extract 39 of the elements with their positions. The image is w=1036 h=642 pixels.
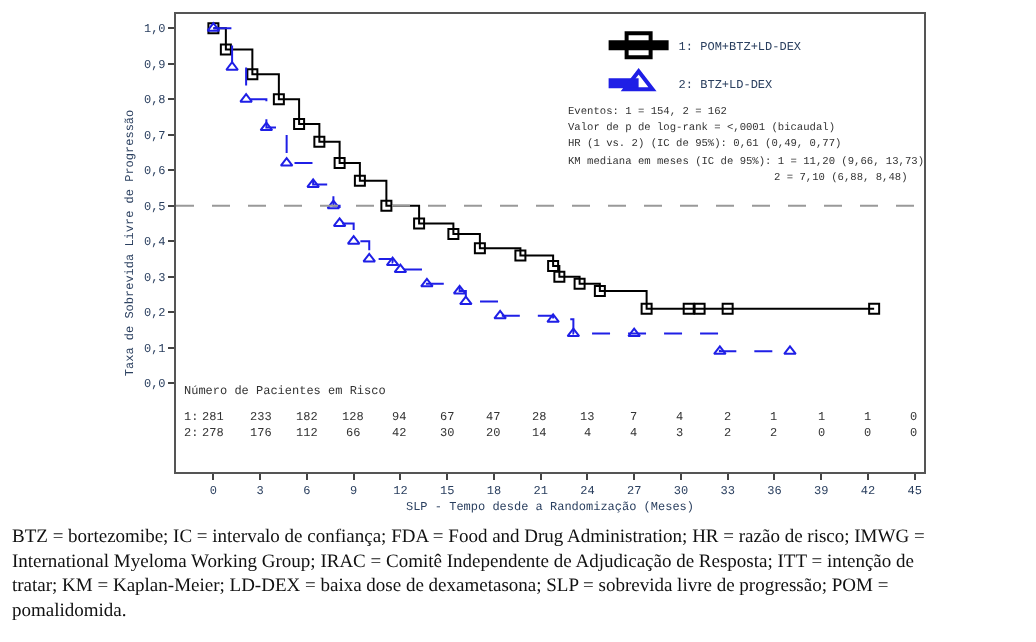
point [473,242,486,255]
point [566,327,581,338]
point [682,302,695,315]
point [306,178,320,188]
point [640,302,653,315]
point [259,121,274,132]
point [493,309,507,320]
text: BTZ = bortezomibe; IC = intervalo de confiança; FDA = Food and Drug Administration; HR = razão de risco; IMWG = International Myeloma Working Group; IRAC = Comitê Independente de Adjudicação de Resposta; ITT = intenção de tratar; KM = Kaplan-Meier; LD-DEX = baixa dose de dexametasona; SLP = sobrevida livre de progressão; POM = pomalidomida. [12,528,925,623]
point [547,260,560,273]
point [514,249,527,262]
point [627,327,641,338]
point [459,295,473,306]
point [272,93,285,106]
point [420,277,434,288]
point [593,284,606,297]
point [546,313,560,323]
point [225,61,239,71]
point [293,118,306,131]
point [239,93,253,103]
point [326,199,341,210]
point [573,277,586,290]
point [385,256,400,267]
point [447,228,460,241]
point [362,252,377,263]
point [219,43,232,56]
point [783,345,797,355]
point [693,302,706,315]
point [353,174,366,187]
point [393,263,408,274]
point [380,199,393,212]
point [868,302,881,315]
point [333,157,346,170]
point [452,284,467,295]
point [413,217,426,230]
point [313,135,326,148]
point [553,270,566,283]
point [246,68,259,81]
point [721,302,734,315]
point [713,345,727,355]
